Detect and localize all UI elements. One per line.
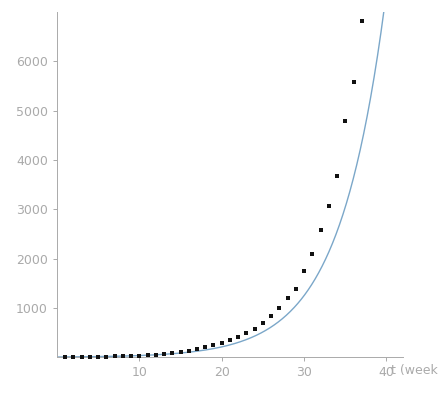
Point: [342, 118, 349, 125]
Point: [86, 354, 93, 360]
Point: [317, 227, 324, 234]
Point: [169, 350, 176, 356]
Point: [251, 326, 258, 332]
Point: [177, 349, 184, 355]
Point: [152, 351, 159, 358]
Point: [185, 348, 192, 354]
Point: [350, 79, 357, 85]
Point: [62, 354, 69, 360]
Point: [276, 305, 283, 311]
Point: [334, 173, 341, 179]
Point: [119, 353, 126, 359]
Point: [226, 337, 233, 343]
Point: [136, 353, 143, 359]
Point: [292, 286, 299, 292]
Point: [70, 354, 77, 360]
Point: [218, 340, 225, 346]
Point: [300, 268, 307, 274]
Point: [358, 17, 365, 24]
Point: [259, 320, 266, 326]
Point: [309, 251, 316, 257]
Point: [161, 351, 168, 357]
Point: [202, 344, 209, 351]
Point: [325, 203, 332, 210]
Point: [111, 353, 118, 360]
Point: [194, 346, 201, 353]
X-axis label: t (week): t (week): [391, 364, 438, 377]
Point: [268, 313, 275, 319]
Point: [127, 353, 134, 359]
Point: [103, 353, 110, 360]
Point: [235, 334, 242, 340]
Point: [95, 354, 102, 360]
Point: [78, 354, 85, 360]
Point: [144, 352, 151, 358]
Point: [284, 295, 291, 301]
Point: [243, 330, 250, 336]
Point: [210, 342, 217, 349]
